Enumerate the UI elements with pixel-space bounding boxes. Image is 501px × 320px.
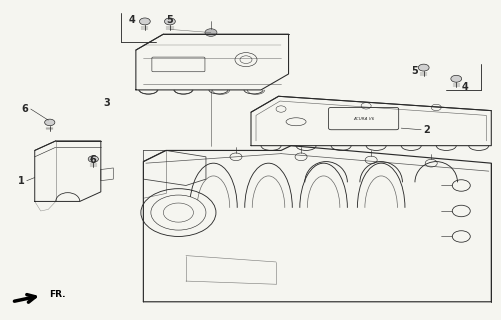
Text: 3: 3 (103, 98, 110, 108)
Circle shape (204, 29, 216, 36)
Ellipse shape (286, 118, 306, 126)
Text: ACURA V6: ACURA V6 (352, 116, 374, 121)
Text: 5: 5 (410, 66, 417, 76)
Circle shape (417, 64, 428, 71)
Circle shape (139, 18, 150, 25)
Circle shape (164, 18, 175, 25)
Text: 6: 6 (22, 104, 28, 114)
Text: 2: 2 (423, 125, 429, 135)
Circle shape (151, 195, 205, 230)
Circle shape (45, 119, 55, 126)
Text: 5: 5 (165, 15, 172, 25)
Circle shape (88, 156, 98, 162)
Circle shape (450, 75, 461, 82)
Text: 4: 4 (129, 15, 136, 25)
Text: 4: 4 (460, 82, 467, 92)
Text: 1: 1 (18, 176, 25, 186)
Text: 6: 6 (90, 155, 96, 165)
Text: FR.: FR. (49, 290, 66, 299)
FancyBboxPatch shape (328, 108, 398, 130)
FancyBboxPatch shape (152, 57, 204, 72)
